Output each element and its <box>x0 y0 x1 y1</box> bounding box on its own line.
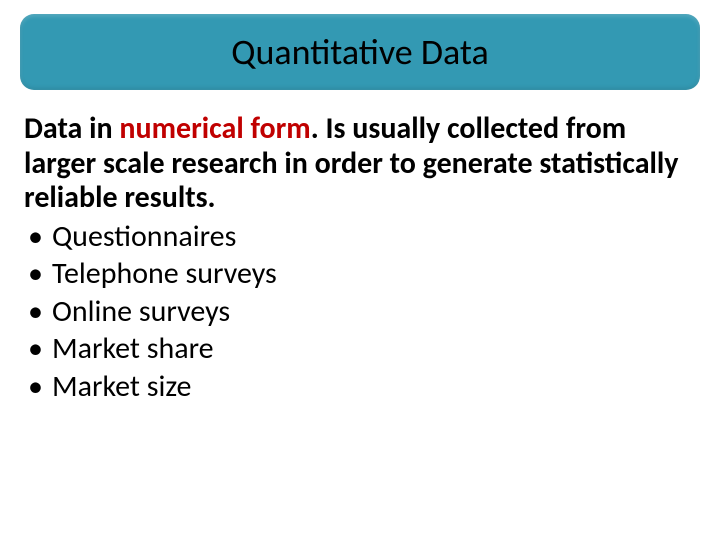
title-banner: Quantitative Data <box>20 14 700 90</box>
body-paragraph: Data in numerical form. Is usually colle… <box>24 112 696 216</box>
list-item: Telephone surveys <box>24 255 696 293</box>
list-item: Online surveys <box>24 293 696 331</box>
list-item: Market size <box>24 368 696 406</box>
list-item: Market share <box>24 330 696 368</box>
body-prefix: Data in <box>24 110 119 147</box>
content-area: Data in numerical form. Is usually colle… <box>0 90 720 405</box>
slide-title: Quantitative Data <box>20 30 700 74</box>
body-highlight: numerical form <box>119 110 310 147</box>
list-item: Questionnaires <box>24 218 696 256</box>
bullet-list: Questionnaires Telephone surveys Online … <box>24 218 696 406</box>
